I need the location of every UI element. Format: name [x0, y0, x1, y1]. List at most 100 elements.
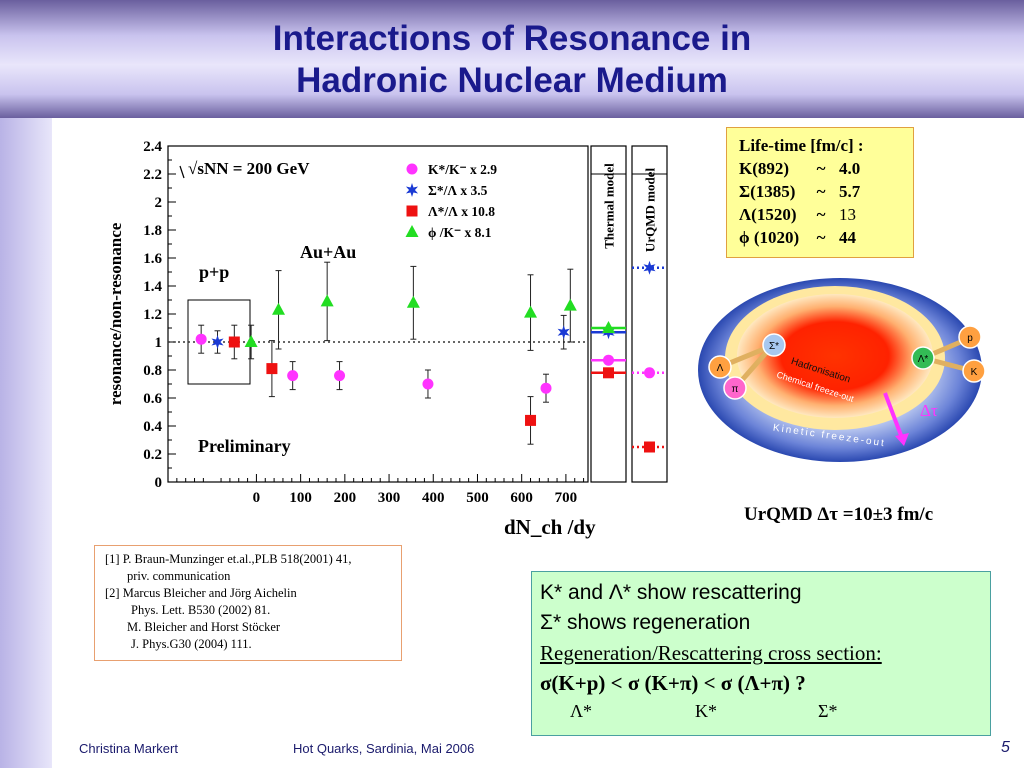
lifetime-particle: Λ(1520) [739, 205, 797, 224]
x-tick-label: 400 [422, 490, 445, 506]
urqmd-model-label: UrQMD model [643, 168, 658, 253]
y-tick-label: 0 [155, 475, 163, 491]
legend-entry: Σ*/Λ x 3.5 [428, 183, 488, 198]
legend-entry: ϕ /K⁻ x 8.1 [428, 225, 492, 240]
lifetime-tilde: ~ [816, 159, 826, 178]
data-point [195, 333, 207, 345]
lifetime-particle: K(892) [739, 159, 790, 178]
y-tick-label: 1.6 [143, 251, 162, 267]
delta-tau-arrow [883, 392, 904, 439]
particle-label-sigma-star: Σ* [818, 701, 838, 721]
y-tick-label: 2.4 [143, 139, 162, 155]
legend-marker [406, 163, 418, 175]
x-tick-label: 600 [510, 490, 533, 506]
x-tick-label: 500 [466, 490, 489, 506]
auau-label: Au+Au [300, 242, 356, 262]
y-tick-label: 2 [155, 195, 163, 211]
reference-line: [1] P. Braun-Munzinger et.al.,PLB 518(20… [105, 552, 352, 566]
urqmd-model-point [643, 260, 656, 275]
lifetime-value: 13 [839, 205, 856, 224]
data-point [422, 378, 434, 390]
data-point [266, 363, 278, 375]
conclusion-cross-section-inequality: σ(K+p) < σ (K+π) < σ (Λ+π) ? [540, 671, 806, 695]
legend-marker [406, 205, 418, 217]
resonance-ratio-chart: 0 0.2 0.4 0.6 0.8 1 1.2 1.4 1.6 1.8 2 2.2 2.4 0 100 200… [94, 136, 684, 542]
legend-marker [405, 183, 419, 197]
reference-line: Phys. Lett. B530 (2002) 81. [131, 603, 271, 617]
preliminary-label: Preliminary [198, 436, 291, 456]
urqmd-model-point [644, 441, 655, 453]
page-number: 5 [1001, 739, 1010, 756]
data-point [287, 370, 299, 382]
y-axis-label: resonance/non-resonance [106, 222, 125, 405]
x-tick-label: 200 [334, 490, 357, 506]
delta-tau-label: Δτ [920, 401, 938, 420]
lifetime-tilde: ~ [816, 182, 826, 201]
data-point [272, 302, 286, 315]
lifetime-value: 44 [839, 228, 856, 247]
x-axis-label: dN_ch /dy [504, 515, 596, 539]
urqmd-model-point [644, 367, 655, 379]
data-point [557, 325, 570, 340]
thermal-model-label: Thermal model [602, 163, 617, 249]
y-tick-label: 1.2 [143, 307, 162, 323]
y-tick-label: 1.4 [143, 279, 162, 295]
kaon-particle-label: K [971, 367, 978, 378]
hadronisation-core [737, 294, 933, 418]
conclusion-rescattering: K* and Λ* show rescattering [540, 581, 802, 604]
x-tick-label: 700 [555, 490, 578, 506]
x-tick-label: 0 [253, 490, 261, 506]
data-point [563, 298, 577, 311]
footer-author: Christina Markert [79, 741, 178, 756]
data-point [320, 294, 334, 307]
data-point [228, 336, 240, 348]
lifetime-row: ϕ (1020) ~44 [739, 226, 913, 249]
reference-line: [2] Marcus Bleicher and Jörg Aichelin [105, 586, 297, 600]
reference-line: J. Phys.G30 (2004) 111. [131, 637, 252, 651]
lifetime-row: K(892) ~4.0 [739, 157, 913, 180]
particle-label-lambda-star: Λ* [570, 701, 593, 721]
legend-marker [405, 225, 419, 237]
y-tick-label: 1 [155, 335, 163, 351]
title-banner: Interactions of Resonance in Hadronic Nu… [0, 0, 1024, 118]
proton-particle [958, 325, 982, 349]
slide-title-line2: Hadronic Nuclear Medium [296, 61, 728, 100]
lifetime-tilde: ~ [816, 228, 826, 247]
y-tick-label: 2.2 [143, 167, 162, 183]
conclusion-regeneration: Σ* shows regeneration [540, 611, 751, 634]
urqmd-caption: UrQMD Δτ =10±3 fm/c [744, 504, 934, 525]
lifetime-value: 5.7 [839, 182, 861, 201]
footer-event: Hot Quarks, Sardinia, Mai 2006 [293, 741, 475, 756]
lifetime-header: Life-time [fm/c] : [739, 136, 864, 155]
thermal-model-point [603, 367, 614, 379]
lifetime-box: Life-time [fm/c] : K(892) ~4.0 Σ(1385) ~5.7… [726, 127, 914, 258]
thermal-model-point [603, 354, 614, 366]
lambda-star-particle-label: Λ* [918, 354, 929, 365]
legend-entry: K*/K⁻ x 2.9 [428, 162, 497, 177]
references-box: [1] P. Braun-Munzinger et.al.,PLB 518(20… [94, 545, 402, 661]
thermal-model-panel [590, 145, 627, 483]
sigma-star-particle-label: Σ* [769, 341, 779, 352]
lambda-particle-label: Λ [717, 363, 724, 374]
data-point [525, 414, 537, 426]
pp-label: p+p [199, 262, 229, 282]
x-tick-label: 300 [378, 490, 401, 506]
legend-entry: Λ*/Λ x 10.8 [428, 204, 495, 219]
data-point [524, 305, 538, 318]
data-point [244, 335, 258, 347]
x-tick-label: 100 [289, 490, 312, 506]
sidebar-gradient [0, 118, 52, 768]
data-point [406, 295, 420, 308]
y-tick-label: 0.6 [143, 391, 162, 407]
data-point [211, 335, 224, 349]
data-point [540, 382, 552, 394]
urqmd-model-panel [631, 145, 668, 483]
data-point [334, 370, 346, 382]
lifetime-particle: Σ(1385) [739, 182, 796, 201]
reference-line: M. Bleicher and Horst Stöcker [127, 620, 281, 634]
delta-tau-arrowhead [895, 433, 909, 446]
lifetime-row: Λ(1520) ~13 [739, 203, 913, 226]
thermal-model-point [602, 321, 615, 333]
lifetime-value: 4.0 [839, 159, 861, 178]
y-tick-label: 1.8 [143, 223, 162, 239]
